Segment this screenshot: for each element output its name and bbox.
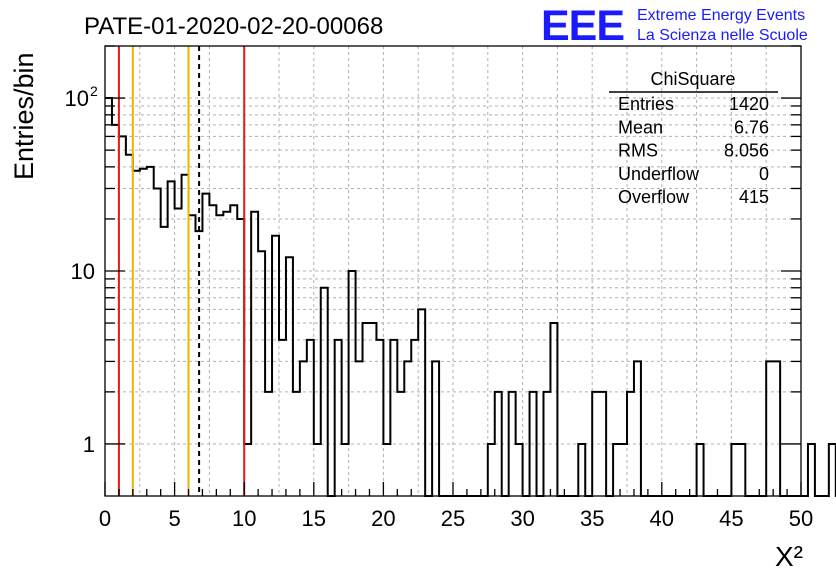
y-tick-exponent: 2 bbox=[90, 83, 98, 99]
stats-box: ChiSquare Entries 1420 Mean 6.76 RMS 8.056 Und… bbox=[609, 69, 778, 207]
stats-label: RMS bbox=[618, 141, 658, 161]
chart-title: PATE-01-2020-02-20-00068 bbox=[84, 13, 383, 40]
x-tick-label: 10 bbox=[232, 506, 256, 531]
axis-ticks bbox=[104, 45, 802, 496]
x-tick-label: 30 bbox=[510, 506, 534, 531]
grid bbox=[105, 45, 801, 496]
y-tick-label: 1 bbox=[83, 432, 95, 457]
x-tick-labels: 0 5 10 15 20 25 30 35 40 45 50 bbox=[99, 506, 813, 531]
stats-rows: Entries 1420 Mean 6.76 RMS 8.056 Underflow 0 Ove… bbox=[618, 94, 769, 207]
x-tick-label: 40 bbox=[650, 506, 674, 531]
stats-label: Underflow bbox=[618, 164, 700, 184]
y-tick-label: 10 bbox=[71, 259, 95, 284]
x-tick-label: 45 bbox=[719, 506, 743, 531]
logo-subtitle-1: Extreme Energy Events bbox=[637, 7, 805, 24]
x-tick-label: 15 bbox=[302, 506, 326, 531]
x-tick-label: 25 bbox=[441, 506, 465, 531]
stats-value: 415 bbox=[739, 187, 769, 207]
x-tick-label: 50 bbox=[789, 506, 813, 531]
eee-logo: EEE bbox=[541, 2, 624, 50]
x-tick-label: 35 bbox=[580, 506, 604, 531]
x-axis-label: X² bbox=[775, 541, 803, 572]
stats-value: 0 bbox=[759, 164, 769, 184]
x-tick-label: 5 bbox=[168, 506, 180, 531]
y-tick-label: 10 bbox=[65, 86, 89, 111]
stats-value: 8.056 bbox=[724, 141, 769, 161]
stats-value: 1420 bbox=[729, 94, 769, 114]
stats-label: Overflow bbox=[618, 187, 690, 207]
logo-subtitle-2: La Scienza nelle Scuole bbox=[637, 27, 808, 44]
x-tick-label: 20 bbox=[371, 506, 395, 531]
histogram-outline bbox=[105, 97, 836, 497]
x-tick-label: 0 bbox=[99, 506, 111, 531]
stats-value: 6.76 bbox=[734, 117, 769, 137]
stats-label: Entries bbox=[618, 94, 674, 114]
stats-box-title: ChiSquare bbox=[650, 69, 735, 89]
y-axis-label: Entries/bin bbox=[9, 52, 39, 180]
stats-label: Mean bbox=[618, 117, 663, 137]
